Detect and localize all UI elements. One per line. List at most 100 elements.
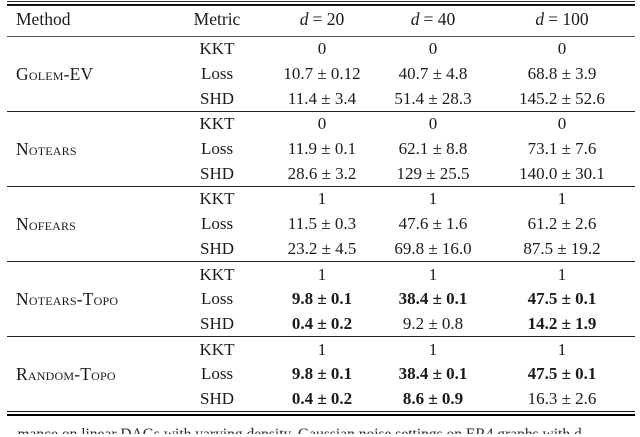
cell-value: 1 <box>557 189 567 209</box>
metric-label: Loss <box>200 64 234 84</box>
header-row: Method Metric d = 20 d = 40 d = 100 <box>7 6 635 37</box>
table-row: Loss 9.8 ± 0.1 38.4 ± 0.1 47.5 ± 0.1 <box>7 362 635 387</box>
table-row: SHD 0.4 ± 0.2 9.2 ± 0.8 14.2 ± 1.9 <box>7 312 635 337</box>
header-d100-var: d <box>535 9 545 29</box>
cell-value: 0 <box>428 114 438 134</box>
cell-value: 51.4 ± 28.3 <box>394 88 472 108</box>
method-name: Notears-Topo <box>16 288 119 309</box>
cell-value: 28.6 ± 3.2 <box>287 163 357 183</box>
metric-label: Loss <box>200 364 234 384</box>
cell-value: 11.4 ± 3.4 <box>287 88 357 108</box>
cell-value: 23.2 ± 4.5 <box>287 238 357 258</box>
table-row: SHD 11.4 ± 3.4 51.4 ± 28.3 145.2 ± 52.6 <box>7 86 635 111</box>
header-metric: Metric <box>193 9 241 29</box>
group-notears-topo: Notears-Topo KKT 1 1 1 Loss 9.8 ± 0.1 38… <box>7 261 635 337</box>
metric-label: KKT <box>199 339 235 359</box>
cell-value: 10.7 ± 0.12 <box>283 64 361 84</box>
cell-value: 129 ± 25.5 <box>396 163 470 183</box>
table-header: Method Metric d = 20 d = 40 d = 100 <box>7 6 635 37</box>
table-row: Notears-Topo KKT 1 1 1 <box>7 262 635 309</box>
header-d40-eq: = 40 <box>423 9 456 29</box>
metric-label: SHD <box>199 388 234 408</box>
header-method: Method <box>16 9 71 29</box>
cell-value: 0 <box>317 114 327 134</box>
table-row: Loss 11.9 ± 0.1 62.1 ± 8.8 73.1 ± 7.6 <box>7 137 635 162</box>
results-table: Method Metric d = 20 d = 40 d = 100 Golem-E… <box>7 6 635 411</box>
header-d40-var: d <box>410 9 420 29</box>
table-row: SHD 23.2 ± 4.5 69.8 ± 16.0 87.5 ± 19.2 <box>7 237 635 262</box>
cell-value-bold: 9.8 ± 0.1 <box>291 364 353 384</box>
table-row: SHD 0.4 ± 0.2 8.6 ± 0.9 16.3 ± 2.6 <box>7 387 635 412</box>
cell-value-bold: 9.8 ± 0.1 <box>291 289 353 309</box>
cell-value: 0 <box>557 114 567 134</box>
table-top-rule <box>7 1 635 6</box>
table-row: Notears KKT 0 0 0 <box>7 112 635 158</box>
cell-value-bold: 38.4 ± 0.1 <box>398 364 468 384</box>
metric-label: SHD <box>199 163 234 183</box>
cell-value-bold: 47.5 ± 0.1 <box>527 289 597 309</box>
header-d20: d = 20 <box>267 6 377 37</box>
cell-value: 145.2 ± 52.6 <box>519 88 605 108</box>
cell-value: 47.6 ± 1.6 <box>398 214 468 234</box>
group-random-topo: Random-Topo KKT 1 1 1 Loss 9.8 ± 0.1 38.… <box>7 336 635 412</box>
cell-value: 1 <box>428 339 438 359</box>
method-name: Random-Topo <box>16 363 116 384</box>
cell-value-bold: 47.5 ± 0.1 <box>527 364 597 384</box>
cell-value: 140.0 ± 30.1 <box>519 163 605 183</box>
cell-value-bold: 38.4 ± 0.1 <box>398 289 468 309</box>
header-d100-eq: = 100 <box>548 9 589 29</box>
table-row: Golem-EV KKT 0 0 0 <box>7 37 635 83</box>
table-row: Nofears KKT 1 1 1 <box>7 187 635 233</box>
metric-label: Loss <box>200 214 234 234</box>
group-notears: Notears KKT 0 0 0 Loss 11.9 ± 0.1 62.1 ±… <box>7 111 635 187</box>
cell-value: 62.1 ± 8.8 <box>398 139 468 159</box>
cell-value: 40.7 ± 4.8 <box>398 64 468 84</box>
table-bottom-rule <box>7 411 635 417</box>
method-name: Nofears <box>16 213 77 234</box>
cell-value: 1 <box>428 264 438 284</box>
header-d20-var: d <box>299 9 309 29</box>
cell-value: 9.2 ± 0.8 <box>402 313 464 333</box>
header-d40: d = 40 <box>377 6 489 37</box>
cell-value: 1 <box>557 339 567 359</box>
cell-value-bold: 0.4 ± 0.2 <box>291 313 353 333</box>
table-row: Random-Topo KKT 1 1 1 <box>7 337 635 384</box>
metric-label: KKT <box>199 114 235 134</box>
cell-value: 16.3 ± 2.6 <box>527 388 597 408</box>
group-nofears: Nofears KKT 1 1 1 Loss 11.5 ± 0.3 47.6 ±… <box>7 186 635 262</box>
metric-label: Loss <box>200 139 234 159</box>
cell-value: 1 <box>317 189 327 209</box>
cell-value: 68.8 ± 3.9 <box>527 64 597 84</box>
cell-value: 87.5 ± 19.2 <box>523 238 601 258</box>
cell-value: 11.5 ± 0.3 <box>287 214 357 234</box>
table-row: Loss 10.7 ± 0.12 40.7 ± 4.8 68.8 ± 3.9 <box>7 62 635 87</box>
metric-label: SHD <box>199 238 234 258</box>
cell-value: 0 <box>557 39 567 59</box>
metric-label: SHD <box>199 88 234 108</box>
metric-label: Loss <box>200 289 234 309</box>
group-golem-ev: Golem-EV KKT 0 0 0 Loss 10.7 ± 0.12 40.7… <box>7 37 635 112</box>
cell-value-bold: 8.6 ± 0.9 <box>402 388 464 408</box>
cell-value: 1 <box>317 339 327 359</box>
header-d100: d = 100 <box>489 6 635 37</box>
cell-value: 73.1 ± 7.6 <box>527 139 597 159</box>
table-row: Loss 9.8 ± 0.1 38.4 ± 0.1 47.5 ± 0.1 <box>7 287 635 312</box>
method-name: Golem-EV <box>16 63 94 84</box>
metric-label: KKT <box>199 264 235 284</box>
metric-label: KKT <box>199 39 235 59</box>
table-row: SHD 28.6 ± 3.2 129 ± 25.5 140.0 ± 30.1 <box>7 161 635 186</box>
cell-value: 1 <box>317 264 327 284</box>
caption-clipped: …mance on linear DAGs with varying densi… <box>0 426 640 434</box>
header-d20-eq: = 20 <box>312 9 345 29</box>
cell-value: 69.8 ± 16.0 <box>394 238 472 258</box>
cell-value-bold: 14.2 ± 1.9 <box>527 313 597 333</box>
cell-value: 0 <box>428 39 438 59</box>
cell-value: 1 <box>557 264 567 284</box>
cell-value: 61.2 ± 2.6 <box>527 214 597 234</box>
metric-label: KKT <box>199 189 235 209</box>
cell-value-bold: 0.4 ± 0.2 <box>291 388 353 408</box>
method-name: Notears <box>16 138 77 159</box>
cell-value: 0 <box>317 39 327 59</box>
cell-value: 11.9 ± 0.1 <box>287 139 357 159</box>
metric-label: SHD <box>199 313 234 333</box>
